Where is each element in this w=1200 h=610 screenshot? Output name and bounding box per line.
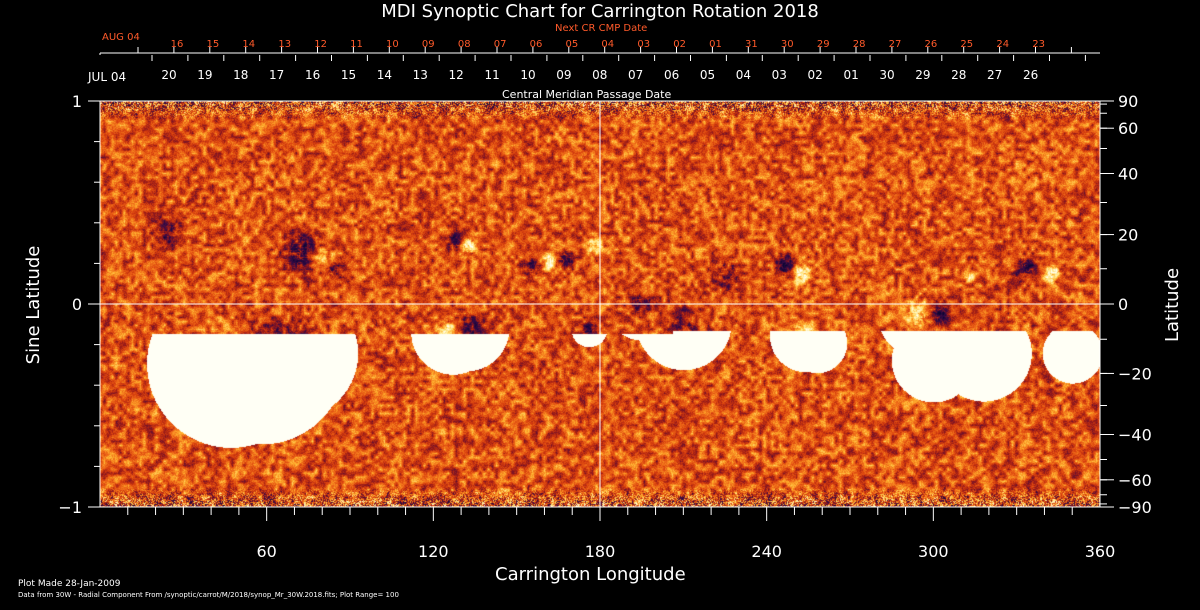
y-right-tick-label: −20 <box>1118 364 1152 383</box>
y-left-tick-label: 0 <box>72 295 82 314</box>
y-right-tick-label: −60 <box>1118 471 1152 490</box>
next-cr-date-label: 23 <box>1032 39 1045 50</box>
x-tick-label: 240 <box>751 542 782 561</box>
next-cr-date-label: 07 <box>494 39 507 50</box>
next-cr-date-label: 01 <box>709 39 722 50</box>
next-cr-date-label: 31 <box>745 39 758 50</box>
cmp-date-label: 30 <box>879 68 894 82</box>
next-cr-date-label: 29 <box>817 39 830 50</box>
next-cr-start-date: AUG 04 <box>102 32 140 43</box>
y-axis-label-left: Sine Latitude <box>23 245 44 365</box>
cmp-date-label: 01 <box>843 68 858 82</box>
y-right-tick-label: 60 <box>1118 119 1138 138</box>
next-cr-date-label: 11 <box>350 39 363 50</box>
cmp-date-label: 07 <box>628 68 643 82</box>
next-cr-date-label: 27 <box>889 39 902 50</box>
cmp-date-label: 13 <box>413 68 428 82</box>
next-cr-date-label: 06 <box>530 39 543 50</box>
cmp-date-label: 08 <box>592 68 607 82</box>
next-cr-date-label: 08 <box>458 39 471 50</box>
y-right-tick-label: 0 <box>1118 295 1128 314</box>
cmp-date-label: 18 <box>233 68 248 82</box>
next-cr-date-label: 24 <box>996 39 1009 50</box>
y-right-tick-label: 20 <box>1118 226 1138 245</box>
x-tick-label: 180 <box>585 542 616 561</box>
cmp-date-label: 20 <box>161 68 176 82</box>
cmp-date-label: 11 <box>484 68 499 82</box>
next-cr-date-label: 09 <box>422 39 435 50</box>
data-source-note: Data from 30W - Radial Component From /s… <box>18 591 399 599</box>
cmp-date-label: 28 <box>951 68 966 82</box>
cmp-axis-label: Central Meridian Passage Date <box>502 88 672 101</box>
cmp-date-label: 29 <box>915 68 930 82</box>
y-right-tick-label: −40 <box>1118 425 1152 444</box>
cmp-date-label: 09 <box>556 68 571 82</box>
next-cr-date-label: 05 <box>566 39 579 50</box>
cmp-date-label: 15 <box>341 68 356 82</box>
y-axis-label-right: Latitude <box>1162 267 1183 343</box>
next-cr-date-label: 02 <box>673 39 686 50</box>
next-cr-date-label: 13 <box>278 39 291 50</box>
next-cr-date-label: 12 <box>314 39 327 50</box>
x-tick-label: 360 <box>1085 542 1116 561</box>
next-cr-date-label: 15 <box>207 39 220 50</box>
chart-title: MDI Synoptic Chart for Carrington Rotati… <box>381 1 819 22</box>
x-axis-label: Carrington Longitude <box>495 564 686 585</box>
x-tick-label: 300 <box>918 542 949 561</box>
next-cr-date-label: 04 <box>601 39 614 50</box>
cmp-date-label: 27 <box>987 68 1002 82</box>
y-right-tick-label: 90 <box>1118 92 1138 111</box>
cmp-start-date: JUL 04 <box>88 70 127 84</box>
y-left-tick-label: 1 <box>72 92 82 111</box>
cmp-date-label: 19 <box>197 68 212 82</box>
cmp-date-label: 03 <box>772 68 787 82</box>
cmp-date-label: 06 <box>664 68 679 82</box>
next-cr-date-label: 16 <box>171 39 184 50</box>
cmp-date-label: 26 <box>1023 68 1038 82</box>
cmp-date-label: 02 <box>808 68 823 82</box>
next-cr-date-label: 28 <box>853 39 866 50</box>
next-cr-date-label: 10 <box>386 39 399 50</box>
x-tick-label: 120 <box>418 542 449 561</box>
y-right-tick-label: 40 <box>1118 165 1138 184</box>
next-cr-date-label: 30 <box>781 39 794 50</box>
next-cr-date-label: 25 <box>960 39 973 50</box>
next-cr-date-label: 26 <box>925 39 938 50</box>
cmp-date-label: 12 <box>449 68 464 82</box>
cmp-date-label: 10 <box>520 68 535 82</box>
cmp-date-label: 04 <box>736 68 751 82</box>
plot-made-note: Plot Made 28-Jan-2009 <box>18 579 121 589</box>
cmp-date-label: 17 <box>269 68 284 82</box>
cmp-date-label: 14 <box>377 68 392 82</box>
next-cr-date-label: 14 <box>242 39 255 50</box>
y-left-tick-label: −1 <box>58 498 82 517</box>
y-right-tick-label: −90 <box>1118 498 1152 517</box>
cmp-date-label: 16 <box>305 68 320 82</box>
next-cr-label: Next CR CMP Date <box>555 23 648 34</box>
x-tick-label: 60 <box>256 542 276 561</box>
cmp-date-label: 05 <box>700 68 715 82</box>
next-cr-date-label: 03 <box>637 39 650 50</box>
